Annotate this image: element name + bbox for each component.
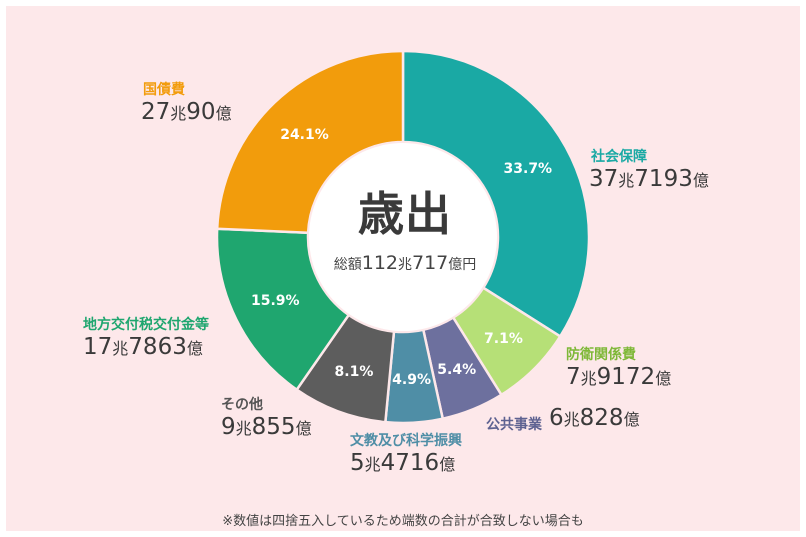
center-title: 歳出 [358, 187, 452, 241]
category-name-4: その他 [221, 397, 263, 413]
slice-6 [215, 49, 405, 235]
category-amount-5: 17兆7863億 [83, 334, 203, 360]
slice-label-4: 8.1% [335, 364, 374, 380]
category-amount-6: 27兆90億 [141, 99, 232, 125]
category-name-0: 社会保障 [591, 149, 647, 165]
slice-label-1: 7.1% [484, 331, 523, 347]
category-name-6: 国債費 [143, 82, 185, 98]
slice-5 [215, 227, 351, 392]
category-amount-4: 9兆855億 [221, 414, 312, 440]
slice-label-2: 5.4% [437, 362, 476, 378]
category-amount-1: 7兆9172億 [566, 364, 672, 390]
category-amount-3: 5兆4716億 [350, 450, 456, 476]
category-name-1: 防衛関係費 [566, 347, 636, 363]
center-total: 総額112兆717億円 [333, 252, 477, 274]
slice-label-3: 4.9% [392, 372, 431, 388]
slice-label-5: 15.9% [251, 293, 300, 309]
slice-label-6: 24.1% [280, 127, 329, 143]
slice-label-0: 33.7% [504, 161, 553, 177]
donut-hole [309, 143, 497, 331]
category-name-3: 文教及び科学振興 [350, 433, 462, 449]
slice-0 [401, 49, 591, 339]
category-name-2: 公共事業 [486, 417, 542, 433]
category-amount-0: 37兆7193億 [589, 166, 709, 192]
category-name-5: 地方交付税交付金等 [83, 317, 209, 333]
footnote: ※数値は四捨五入しているため端数の合計が合致しない場合も [222, 514, 584, 529]
category-amount-2: 6兆828億 [549, 405, 640, 431]
